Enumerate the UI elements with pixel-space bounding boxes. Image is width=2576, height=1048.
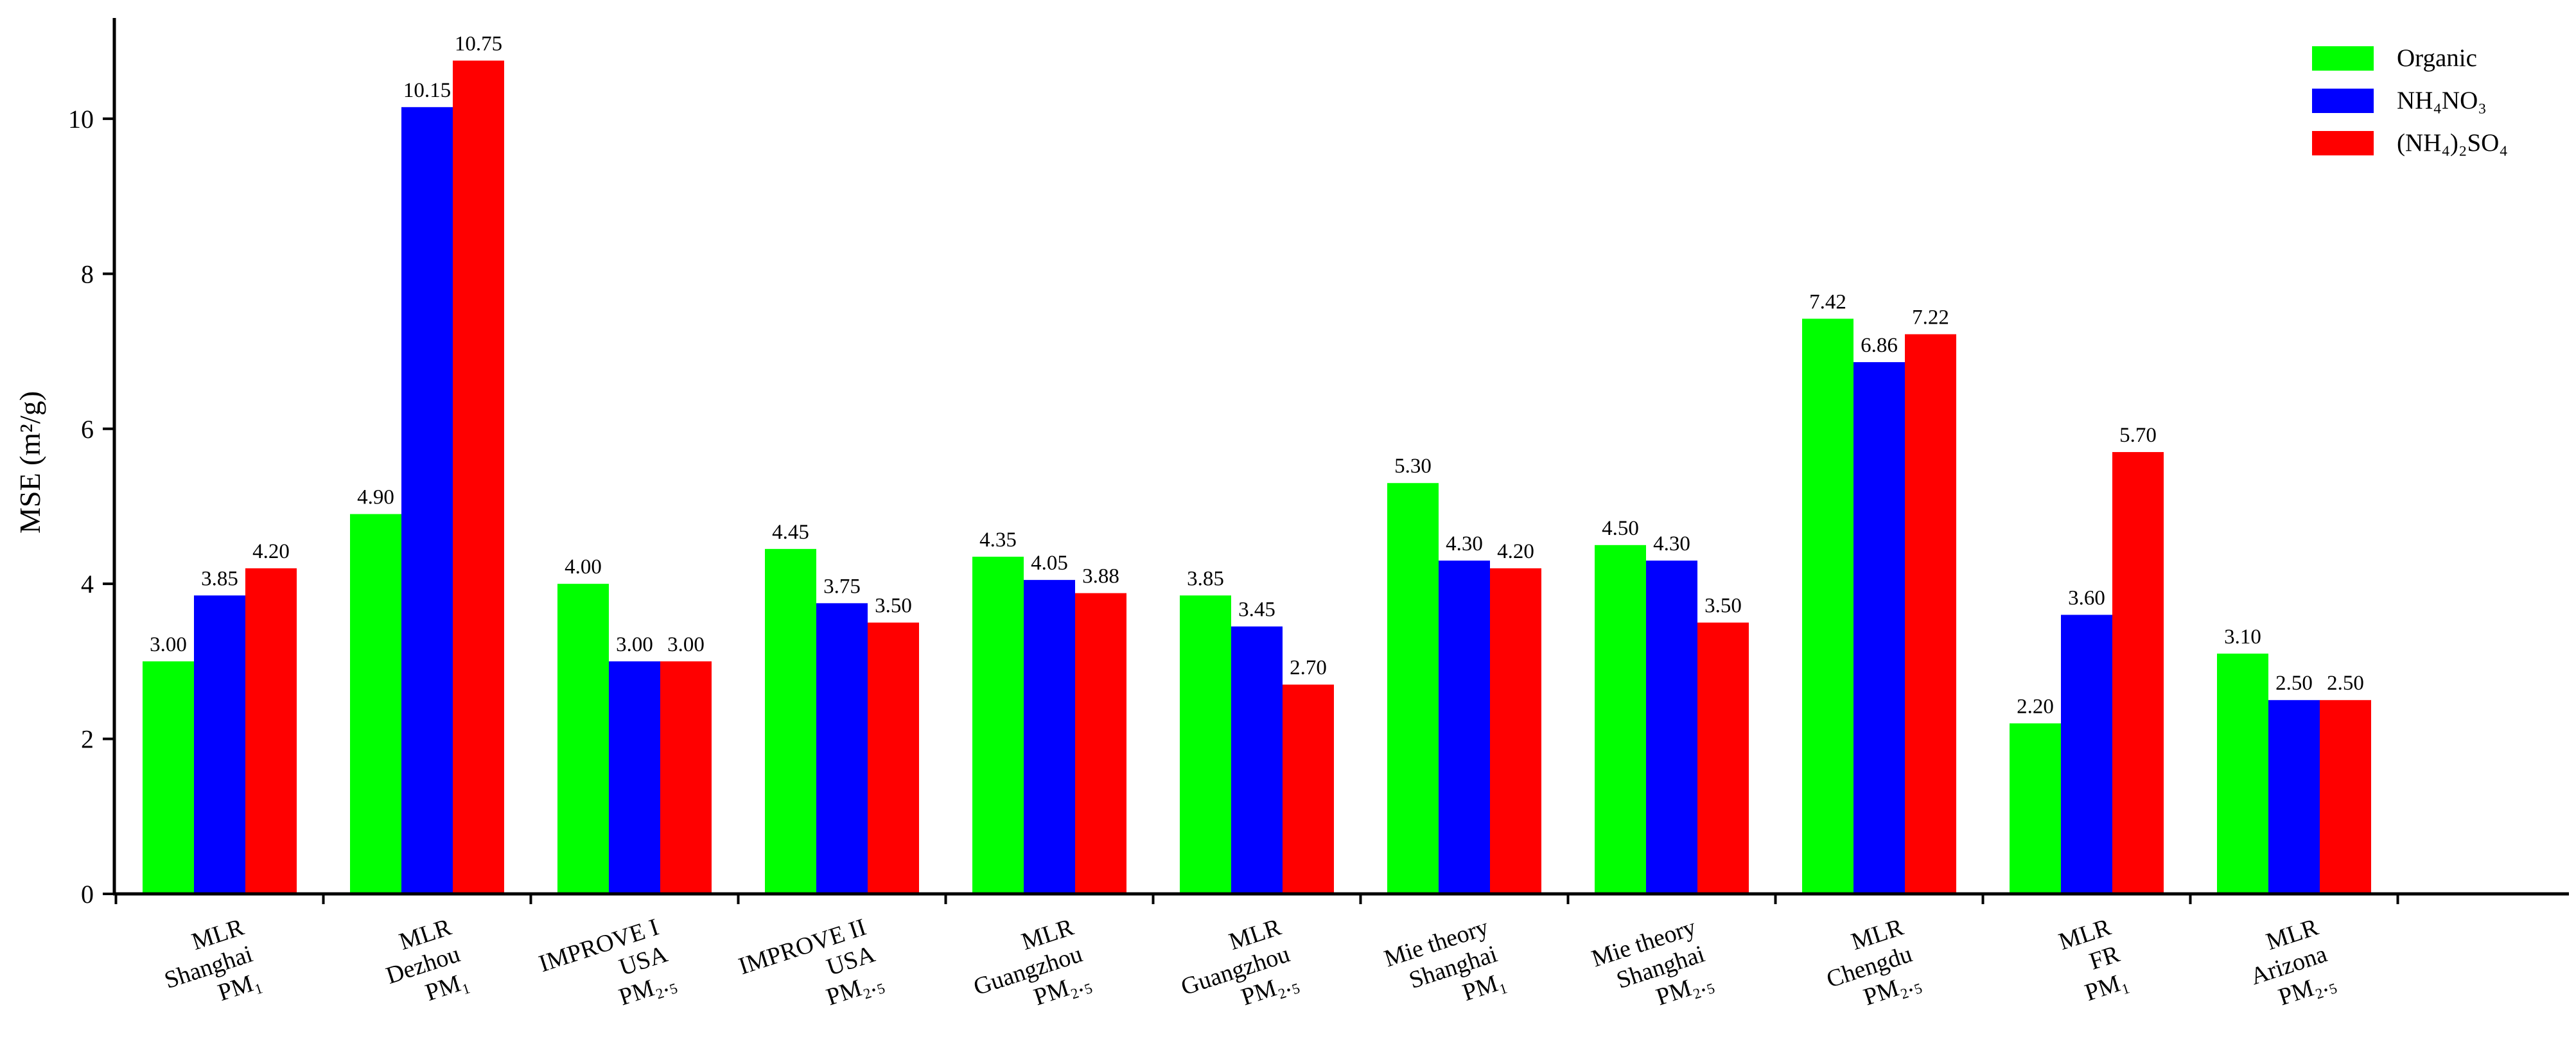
y-axis-title: MSE (m²/g) — [13, 391, 46, 534]
bar — [1697, 622, 1749, 894]
bar — [1490, 568, 1541, 894]
y-tick-label: 10 — [68, 105, 94, 134]
data-label: 4.20 — [252, 540, 290, 563]
legend-label: NH₄NO₃ — [2397, 87, 2487, 114]
data-label: 3.10 — [2224, 625, 2261, 649]
bar — [765, 548, 816, 894]
data-label: 10.15 — [403, 79, 451, 102]
y-tick-label: 2 — [81, 725, 94, 754]
bar — [1387, 483, 1439, 894]
bar — [2320, 700, 2371, 894]
y-tick-label: 6 — [81, 415, 94, 444]
bar — [194, 595, 245, 894]
legend-swatch — [2312, 89, 2374, 113]
bar — [609, 661, 660, 894]
data-label: 3.00 — [667, 633, 705, 656]
bar — [1802, 319, 1853, 894]
bar — [1853, 362, 1905, 894]
legend: Organic NH₄NO₃ (NH₄)₂SO₄ — [2312, 44, 2508, 157]
bar — [660, 661, 712, 894]
bar — [1646, 560, 1697, 894]
axes-layer — [112, 18, 2569, 896]
bar — [453, 60, 504, 894]
y-tick-label: 0 — [81, 880, 94, 909]
bar — [557, 584, 609, 894]
bar — [1180, 595, 1231, 894]
bar — [2217, 653, 2268, 894]
data-label: 4.45 — [772, 521, 809, 544]
data-label: 2.50 — [2327, 672, 2364, 695]
data-label: 6.86 — [1861, 334, 1898, 357]
bar — [868, 622, 919, 894]
data-label: 2.20 — [2017, 695, 2054, 718]
data-label: 3.85 — [201, 567, 238, 590]
y-ticks-layer: 0 2 4 6 8 10 — [68, 105, 114, 909]
data-label: 3.00 — [150, 633, 187, 656]
data-label: 4.90 — [357, 486, 394, 509]
data-label: 3.50 — [875, 595, 912, 618]
bar — [1024, 580, 1075, 894]
y-tick-label: 8 — [81, 259, 94, 288]
data-label: 4.35 — [979, 528, 1017, 552]
data-label: 4.50 — [1602, 517, 1639, 540]
bar — [972, 556, 1024, 894]
data-label: 4.05 — [1031, 552, 1068, 575]
bar — [1439, 560, 1490, 894]
data-label: 2.50 — [2275, 672, 2313, 695]
data-label: 4.30 — [1653, 532, 1690, 555]
bar — [2112, 451, 2164, 894]
data-label: 3.50 — [1704, 595, 1742, 618]
data-label: 5.30 — [1394, 455, 1432, 478]
bar — [1231, 626, 1283, 894]
bar — [1905, 334, 1956, 894]
data-label: 3.75 — [823, 575, 861, 598]
bars-layer — [143, 60, 2371, 894]
bar — [1595, 545, 1646, 894]
data-label: 4.20 — [1497, 540, 1534, 563]
bar — [401, 107, 453, 894]
data-label: 3.60 — [2068, 586, 2105, 609]
bar — [816, 603, 868, 894]
data-label: 3.85 — [1187, 567, 1224, 590]
bar — [1075, 593, 1126, 894]
bar — [143, 661, 194, 894]
legend-label: Organic — [2397, 44, 2477, 72]
data-label: 4.30 — [1446, 532, 1483, 555]
data-label: 3.88 — [1082, 565, 1119, 588]
bar — [1283, 685, 1334, 894]
data-label: 7.22 — [1912, 306, 1949, 329]
data-label: 3.00 — [616, 633, 653, 656]
bar — [2010, 723, 2061, 894]
data-label: 4.00 — [565, 555, 602, 579]
bar — [350, 514, 401, 894]
data-label: 10.75 — [455, 32, 502, 55]
legend-label: (NH₄)₂SO₄ — [2397, 129, 2508, 157]
bar — [245, 568, 297, 894]
legend-swatch — [2312, 46, 2374, 71]
bar — [2061, 615, 2112, 894]
category-label-line: PM₁ — [2081, 967, 2132, 1006]
legend-swatch — [2312, 131, 2374, 155]
data-label: 7.42 — [1809, 290, 1846, 313]
data-label: 2.70 — [1290, 656, 1327, 679]
y-tick-label: 4 — [81, 570, 94, 598]
bar — [2268, 700, 2320, 894]
data-labels-layer: 3.00 3.85 4.20 4.90 10.15 10.75 4.00 3.00 3.00 4.… — [150, 32, 2364, 718]
data-label: 5.70 — [2119, 424, 2157, 447]
data-label: 3.45 — [1238, 598, 1275, 622]
